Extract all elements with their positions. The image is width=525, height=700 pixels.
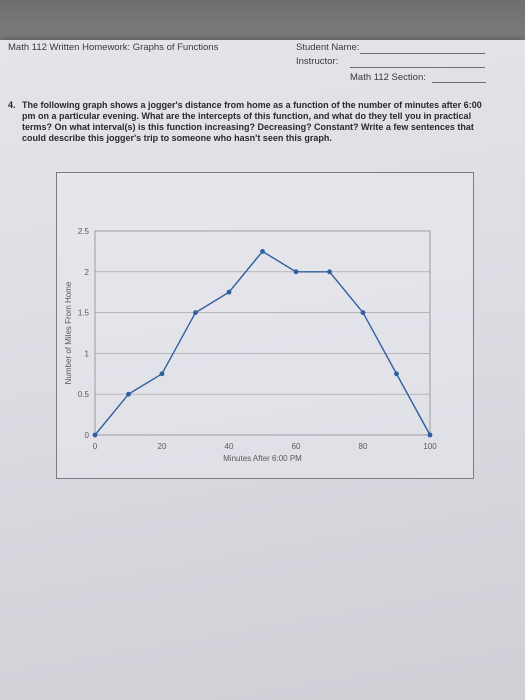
y-axis-title: Number of Miles From Home	[64, 281, 73, 384]
section-label: Math 112 Section:	[350, 72, 426, 83]
worksheet-paper	[0, 40, 525, 700]
data-point	[193, 310, 198, 315]
question-block: 4. The following graph shows a jogger's …	[8, 100, 492, 144]
section-line	[432, 82, 486, 83]
y-tick-label: 1	[85, 349, 90, 358]
x-tick-label: 40	[225, 442, 234, 451]
plot-area-border	[94, 230, 431, 436]
data-point	[394, 371, 399, 377]
data-point	[360, 310, 366, 315]
data-point	[327, 269, 332, 275]
x-tick-label: 60	[292, 442, 301, 451]
y-tick-label: 2.5	[78, 227, 90, 236]
question-number: 4.	[8, 100, 16, 110]
y-tick-label: 0	[85, 431, 90, 440]
chart-frame: 0 0.5 1 1.5 2 2.5 0 20 40 60 80 100 Minutes After 6:…	[56, 172, 474, 479]
x-tick-label: 80	[359, 442, 368, 451]
data-point	[293, 269, 299, 275]
student-name-label: Student Name:	[296, 42, 360, 53]
x-tick-label: 20	[158, 442, 167, 451]
data-point	[226, 289, 232, 295]
worksheet-title: Math 112 Written Homework: Graphs of Fun…	[8, 42, 219, 53]
data-point	[260, 249, 265, 254]
data-point	[427, 432, 433, 438]
y-tick-label: 1.5	[78, 309, 90, 318]
instructor-line	[350, 67, 485, 68]
data-point	[126, 391, 131, 397]
data-point	[92, 432, 98, 438]
x-tick-label: 100	[423, 442, 437, 451]
y-tick-label: 2	[85, 268, 90, 277]
data-point	[159, 371, 165, 377]
student-name-line	[360, 53, 485, 54]
series-line	[94, 250, 431, 436]
x-axis-title: Minutes After 6:00 PM	[223, 454, 302, 463]
instructor-label: Instructor:	[296, 56, 339, 67]
question-text: The following graph shows a jogger's dis…	[22, 100, 482, 143]
distance-line-chart: 0 0.5 1 1.5 2 2.5 0 20 40 60 80 100 Minutes After 6:…	[64, 227, 437, 463]
y-tick-label: 0.5	[78, 390, 90, 399]
x-tick-label: 0	[93, 442, 98, 451]
